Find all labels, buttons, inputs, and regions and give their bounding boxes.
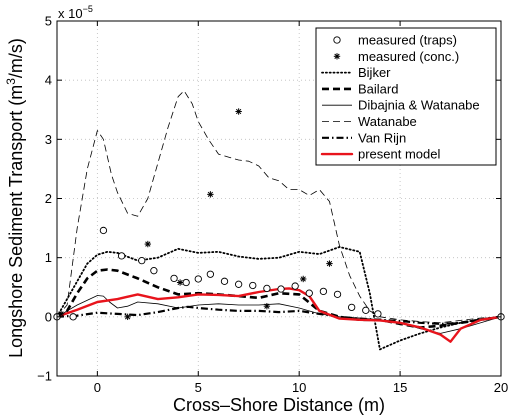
- point-measured-traps: [249, 281, 257, 290]
- y-axis-label: Longshore Sediment Transport (m3/m/s): [4, 38, 26, 358]
- x-tick-label: 15: [393, 380, 407, 395]
- point-measured-conc-stroke: [177, 279, 183, 286]
- x-tick-label: 0: [94, 380, 101, 395]
- x-tick-label: 20: [494, 380, 508, 395]
- point-measured-traps: [194, 275, 202, 283]
- y-tick-label: 1: [45, 250, 52, 265]
- x-tick-label: 10: [292, 380, 306, 395]
- legend-label-present-model: present model: [358, 147, 440, 162]
- point-measured-conc-stroke: [145, 241, 151, 247]
- legend-label-van-rijn: Van Rijn: [358, 130, 406, 145]
- legend-box: [315, 27, 497, 166]
- legend-label-dibajnia-watanabe: Dibajnia & Watanabe: [358, 98, 480, 113]
- legend-marker-measured-traps-: [333, 36, 341, 44]
- point-measured-conc-stroke: [264, 303, 270, 309]
- point-measured-traps: [348, 303, 356, 312]
- legend-label-measured-traps-: measured (traps): [358, 33, 457, 48]
- point-measured-traps: [206, 270, 215, 278]
- y-tick-label: 5: [45, 14, 52, 29]
- point-measured-traps: [150, 267, 158, 275]
- point-measured-conc: [300, 275, 307, 283]
- point-measured-traps: [291, 282, 299, 290]
- point-measured-traps: [374, 310, 382, 318]
- point-measured-traps: [182, 278, 190, 287]
- point-measured-traps: [99, 226, 108, 235]
- point-measured-conc: [326, 260, 333, 267]
- point-measured-conc-stroke: [300, 276, 306, 282]
- point-measured-conc-stroke: [207, 191, 214, 198]
- series-layer: [53, 90, 505, 351]
- legend: measured (traps)measured (conc.)BijkerBa…: [315, 27, 497, 166]
- x-tick-label: 5: [195, 380, 202, 395]
- point-measured-traps: [362, 306, 370, 314]
- legend-label-bijker: Bijker: [358, 65, 391, 80]
- series-line-van-rijn: [56, 305, 502, 325]
- point-measured-traps: [117, 252, 126, 260]
- point-measured-traps: [319, 287, 328, 296]
- series-line-bijker: [56, 246, 502, 351]
- y-tick-label: −1: [37, 369, 52, 384]
- point-measured-traps: [277, 285, 285, 293]
- series-line-watanabe: [56, 90, 502, 324]
- point-measured-conc-stroke: [235, 108, 242, 115]
- y-tick-label: 3: [45, 132, 52, 147]
- y-tick-label: 4: [45, 73, 52, 88]
- legend-label-measured-conc-: measured (conc.): [358, 49, 459, 64]
- axis-ticks: 0 5 10 15 20 −1 0 1 2 3 4 5: [37, 14, 508, 396]
- y-multiplier: x 10−5: [58, 4, 93, 21]
- y-tick-label: 0: [45, 309, 52, 324]
- point-measured-conc-stroke: [326, 260, 333, 267]
- point-measured-traps: [138, 256, 146, 265]
- legend-label-watanabe: Watanabe: [358, 114, 417, 129]
- point-measured-traps: [220, 277, 229, 285]
- point-measured-conc: [263, 302, 271, 310]
- point-measured-traps: [263, 284, 271, 293]
- legend-marker-measured-conc-: [333, 53, 341, 60]
- x-axis-label: Cross–Shore Distance (m): [173, 395, 385, 415]
- point-measured-conc: [57, 310, 65, 318]
- point-measured-traps: [170, 274, 178, 283]
- point-measured-conc: [176, 279, 184, 286]
- legend-label-bailard: Bailard: [358, 81, 398, 96]
- legend-marker-measured-conc--stroke: [334, 53, 340, 59]
- point-measured-conc: [235, 108, 242, 115]
- point-measured-conc: [144, 240, 152, 248]
- point-measured-traps: [305, 289, 313, 297]
- point-measured-traps: [333, 290, 342, 298]
- point-measured-conc-stroke: [124, 314, 131, 320]
- y-tick-label: 2: [45, 191, 52, 206]
- point-measured-traps: [234, 280, 243, 288]
- point-measured-conc: [124, 313, 131, 321]
- point-measured-traps: [69, 313, 77, 321]
- point-measured-conc-stroke: [58, 311, 64, 317]
- point-measured-conc: [207, 191, 214, 198]
